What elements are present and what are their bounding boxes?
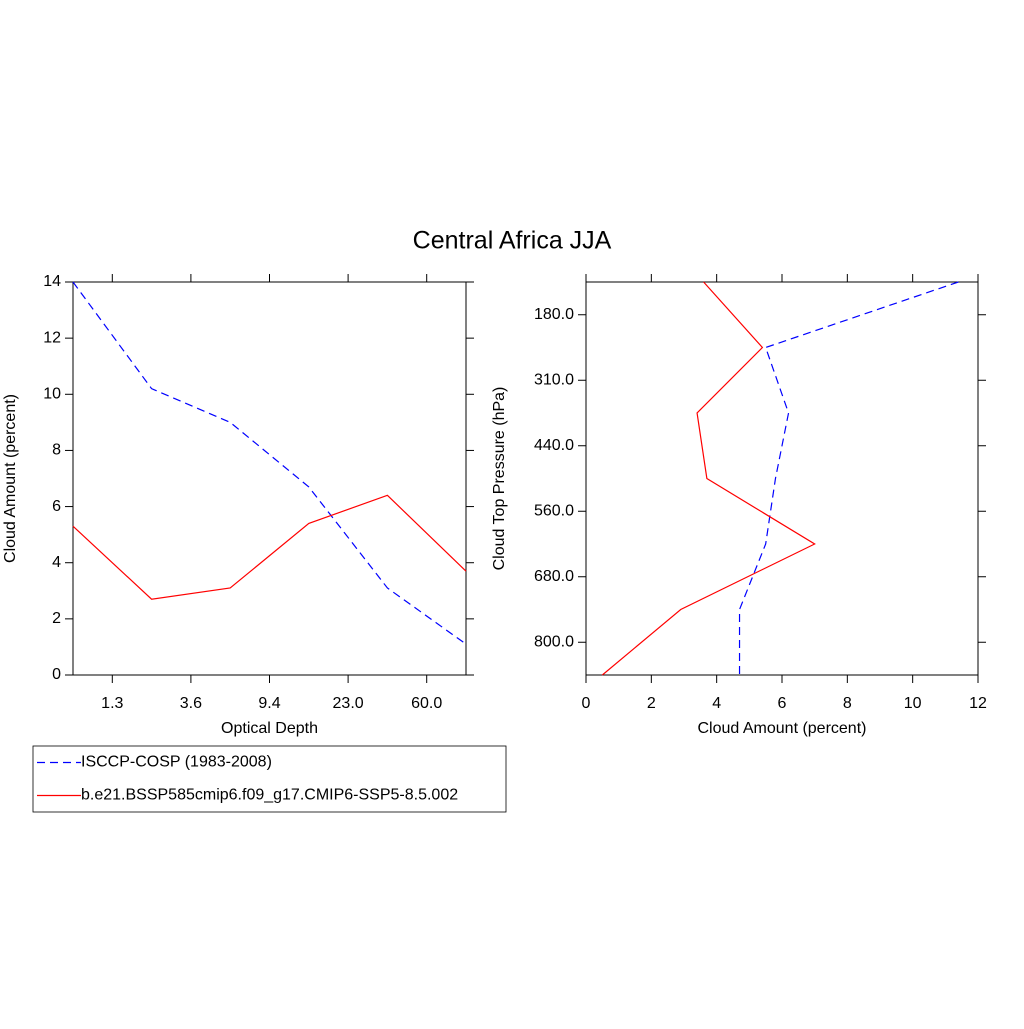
y-tick-label: 310.0 <box>534 371 574 388</box>
y-tick-label: 440.0 <box>534 437 574 454</box>
y-tick-label: 10 <box>43 386 61 403</box>
y-tick-label: 6 <box>52 498 61 515</box>
y-tick-label: 800.0 <box>534 633 574 650</box>
x-tick-label: 9.4 <box>258 695 280 712</box>
x-tick-label: 4 <box>712 695 721 712</box>
series-line <box>72 281 467 645</box>
x-tick-label: 0 <box>582 695 591 712</box>
y-axis-label: Cloud Amount (percent) <box>2 394 19 563</box>
y-tick-label: 4 <box>52 554 61 571</box>
x-tick-label: 2 <box>647 695 656 712</box>
x-tick-label: 23.0 <box>333 695 364 712</box>
y-tick-label: 560.0 <box>534 502 574 519</box>
y-tick-label: 680.0 <box>534 568 574 585</box>
y-tick-label: 0 <box>52 666 61 683</box>
x-tick-label: 8 <box>843 695 852 712</box>
legend-label: b.e21.BSSP585cmip6.f09_g17.CMIP6-SSP5-8.… <box>81 787 458 804</box>
legend-label: ISCCP-COSP (1983-2008) <box>81 754 272 771</box>
y-tick-label: 14 <box>43 273 61 290</box>
x-axis-label: Optical Depth <box>221 720 318 737</box>
plot-frame <box>585 281 979 676</box>
y-tick-label: 2 <box>52 610 61 627</box>
legend-box <box>32 745 507 813</box>
x-axis-label: Cloud Amount (percent) <box>698 720 867 737</box>
x-tick-label: 3.6 <box>180 695 202 712</box>
y-tick-label: 8 <box>52 442 61 459</box>
x-tick-label: 10 <box>904 695 922 712</box>
y-tick-label: 180.0 <box>534 306 574 323</box>
x-tick-label: 1.3 <box>101 695 123 712</box>
y-tick-label: 12 <box>43 329 61 346</box>
x-tick-label: 60.0 <box>411 695 442 712</box>
chart-title: Central Africa JJA <box>413 227 612 255</box>
x-tick-label: 6 <box>778 695 787 712</box>
series-line <box>738 281 959 675</box>
y-axis-label: Cloud Top Pressure (hPa) <box>491 387 508 571</box>
series-line <box>601 281 816 676</box>
plot-frame <box>72 281 467 676</box>
x-tick-label: 12 <box>969 695 987 712</box>
series-line <box>72 494 467 600</box>
